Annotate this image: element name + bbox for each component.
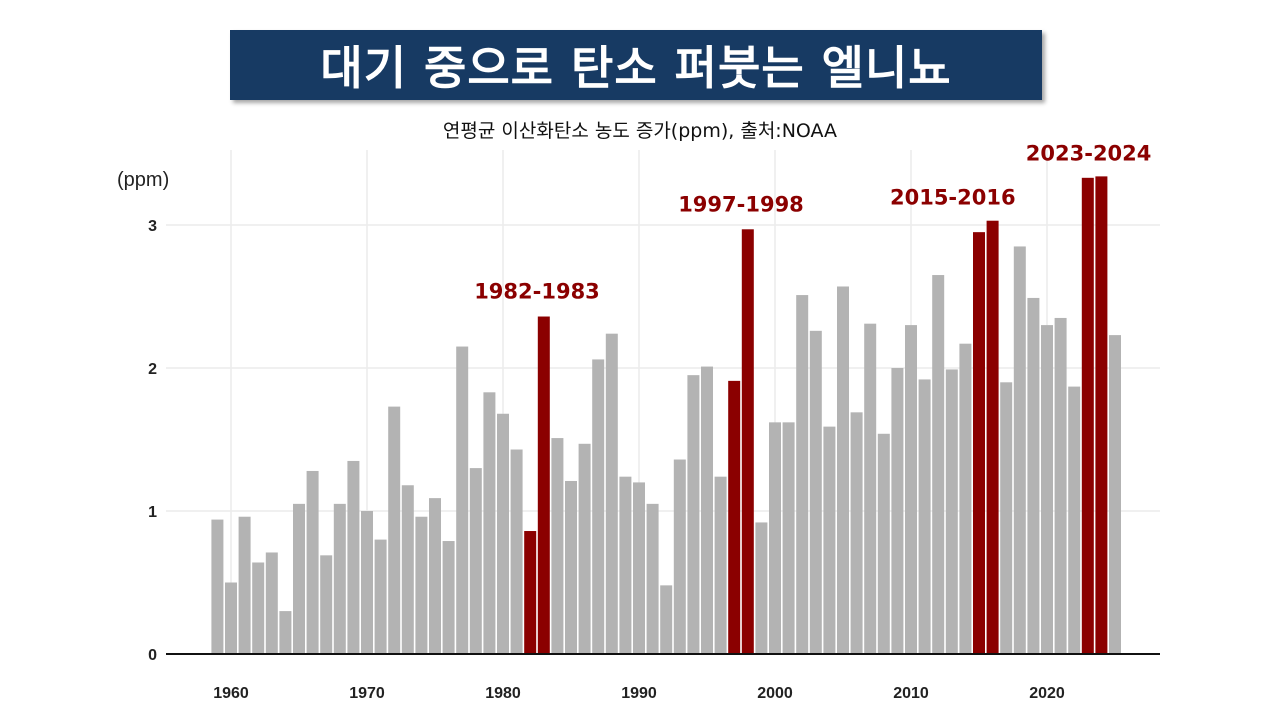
bar-2018 xyxy=(1013,246,1026,654)
bar-1997 xyxy=(728,380,741,654)
bar-1964 xyxy=(279,611,292,654)
bar-2021 xyxy=(1054,317,1067,654)
bar-1969 xyxy=(347,460,360,654)
x-tick-label: 1960 xyxy=(213,685,249,702)
bar-2020 xyxy=(1041,325,1053,654)
bar-2004 xyxy=(823,426,836,654)
bar-2023 xyxy=(1081,177,1094,654)
y-tick-label: 3 xyxy=(148,218,157,235)
annotation-label: 2015-2016 xyxy=(890,186,1016,210)
bar-1993 xyxy=(673,459,686,654)
bar-1981 xyxy=(510,449,523,654)
bar-1962 xyxy=(252,562,265,654)
bar-2000 xyxy=(769,422,781,654)
annotation-label: 1982-1983 xyxy=(474,280,600,304)
bar-2011 xyxy=(918,379,931,654)
bar-2008 xyxy=(877,433,890,654)
bar-2009 xyxy=(891,368,904,654)
y-tick-labels: 0 1 2 3 xyxy=(148,218,157,664)
bar-1976 xyxy=(442,541,455,654)
bar-1985 xyxy=(565,480,577,654)
bar-2022 xyxy=(1068,386,1081,654)
bar-1998 xyxy=(741,229,754,655)
y-tick-label: 2 xyxy=(148,361,157,378)
bar-2019 xyxy=(1027,297,1040,654)
bar-2007 xyxy=(864,323,877,654)
bar-2016 xyxy=(986,220,999,654)
bar-1974 xyxy=(415,516,428,654)
bar-2024 xyxy=(1095,176,1108,654)
bar-2010 xyxy=(905,325,917,654)
bar-1963 xyxy=(265,552,278,654)
bar-1960 xyxy=(225,582,237,654)
bar-1966 xyxy=(306,470,319,654)
bar-1967 xyxy=(320,555,333,654)
x-tick-label: 2020 xyxy=(1029,685,1065,702)
bar-1986 xyxy=(578,443,591,654)
bar-1991 xyxy=(646,503,659,654)
bar-1973 xyxy=(401,485,414,654)
bar-1971 xyxy=(374,539,387,654)
bar-1961 xyxy=(238,516,251,654)
annotation-label: 1997-1998 xyxy=(678,192,804,216)
bar-1970 xyxy=(361,511,373,654)
bar-2002 xyxy=(796,295,809,654)
bar-2017 xyxy=(1000,382,1013,654)
bar-1965 xyxy=(293,503,305,654)
y-tick-label: 0 xyxy=(148,647,157,664)
annotation-label: 2023-2024 xyxy=(1026,141,1152,165)
bar-1972 xyxy=(388,406,401,654)
bar-2005 xyxy=(837,286,849,654)
bar-1983 xyxy=(537,316,550,654)
bar-1980 xyxy=(497,413,509,654)
bar-2006 xyxy=(850,412,863,654)
bar-1994 xyxy=(687,375,700,654)
bar-2015 xyxy=(973,232,985,654)
bar-1979 xyxy=(483,392,496,654)
bar-1968 xyxy=(333,503,346,654)
y-axis-unit: (ppm) xyxy=(117,169,169,191)
bar-2013 xyxy=(945,369,958,654)
bar-2012 xyxy=(932,275,945,654)
bar-1977 xyxy=(456,346,469,654)
bar-1978 xyxy=(469,468,482,654)
x-tick-labels: 1960 1970 1980 1990 2000 2010 2020 xyxy=(213,685,1065,702)
x-tick-label: 1980 xyxy=(485,685,521,702)
bar-2025 xyxy=(1109,335,1121,654)
bar-1992 xyxy=(660,585,673,654)
bar-1959 xyxy=(211,519,224,654)
bar-2014 xyxy=(959,343,972,654)
bar-1995 xyxy=(701,366,713,654)
x-tick-label: 1970 xyxy=(349,685,385,702)
x-tick-label: 1990 xyxy=(621,685,657,702)
title-banner: 대기 중으로 탄소 퍼붓는 엘니뇨 xyxy=(230,30,1042,100)
bar-1990 xyxy=(633,482,645,654)
x-tick-label: 2010 xyxy=(893,685,929,702)
bar-1988 xyxy=(605,333,618,654)
chart-subtitle: 연평균 이산화탄소 농도 증가(ppm), 출처:NOAA xyxy=(442,120,838,142)
chart-title: 대기 중으로 탄소 퍼붓는 엘니뇨 xyxy=(320,41,952,95)
bar-1984 xyxy=(551,438,564,654)
bar-1975 xyxy=(429,498,441,654)
annotations: 1982-1983 1997-1998 2015-2016 2023-2024 xyxy=(474,141,1151,303)
bar-2001 xyxy=(782,422,795,654)
bar-1999 xyxy=(755,522,768,654)
bar-2003 xyxy=(809,330,822,654)
bar-1989 xyxy=(619,476,632,654)
x-tick-label: 2000 xyxy=(757,685,793,702)
bar-1996 xyxy=(714,476,727,654)
y-tick-label: 1 xyxy=(148,504,157,521)
bar-1987 xyxy=(592,359,605,654)
bars xyxy=(211,176,1121,655)
bar-1982 xyxy=(524,531,537,654)
